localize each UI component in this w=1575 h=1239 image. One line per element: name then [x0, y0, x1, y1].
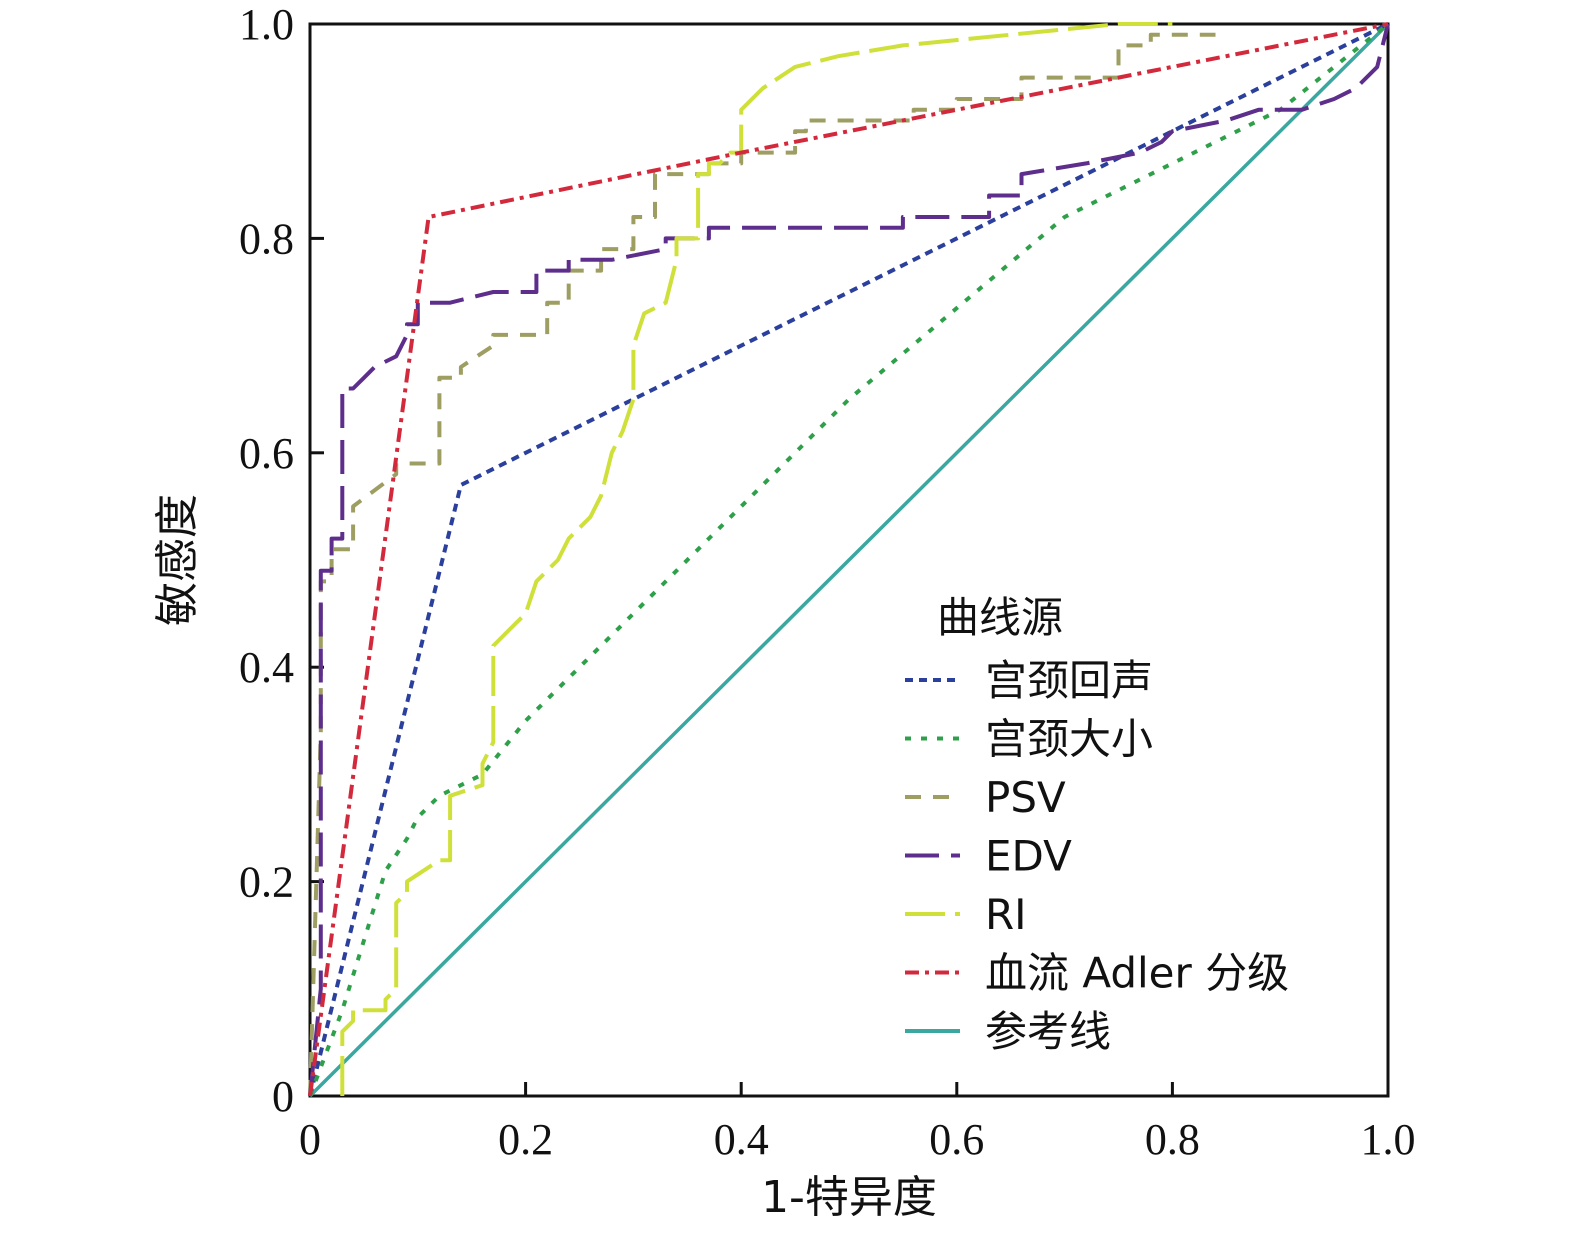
series-line-4 [340, 22, 1173, 1096]
y-tick-label: 0.2 [239, 858, 294, 907]
series-line-1 [308, 22, 1390, 1097]
legend-label: 宫颈回声 [985, 656, 1153, 705]
x-tick-label: 0.4 [714, 1115, 769, 1164]
series-line-0 [308, 22, 1389, 1097]
legend-label: 宫颈大小 [985, 715, 1153, 764]
x-tick-label: 1.0 [1361, 1115, 1416, 1164]
series-line-6 [308, 22, 1390, 1098]
legend-label: PSV [985, 773, 1066, 822]
y-tick-label: 0.6 [239, 429, 294, 478]
x-tick-label: 0.2 [498, 1115, 553, 1164]
series-line-3 [308, 23, 1390, 1097]
x-axis-title: 1-特异度 [761, 1172, 937, 1223]
legend-label: 血流 Adler 分级 [985, 949, 1289, 998]
x-tick-label: 0.6 [929, 1115, 984, 1164]
y-axis: 0 0.2 0.4 0.6 0.8 1.0 [239, 0, 324, 1121]
y-tick-label: 0.4 [239, 643, 294, 692]
series-line-2 [308, 32, 1216, 1097]
legend-label: EDV [985, 832, 1072, 881]
y-axis-title: 敏感度 [152, 494, 203, 626]
x-axis: 0 0.2 0.4 0.6 0.8 1.0 [299, 1082, 1416, 1164]
legend-label: 参考线 [985, 1007, 1111, 1056]
legend-title: 曲线源 [937, 593, 1063, 642]
x-tick-label: 0 [299, 1115, 321, 1164]
legend-label: RI [985, 890, 1027, 939]
series-layer [308, 22, 1390, 1098]
y-tick-label: 0.8 [239, 214, 294, 263]
x-tick-label: 0.8 [1145, 1115, 1200, 1164]
series-line-5 [308, 22, 1389, 1097]
y-tick-label: 1.0 [239, 0, 294, 49]
y-tick-label: 0 [272, 1072, 294, 1121]
plot-frame [308, 22, 1390, 1098]
